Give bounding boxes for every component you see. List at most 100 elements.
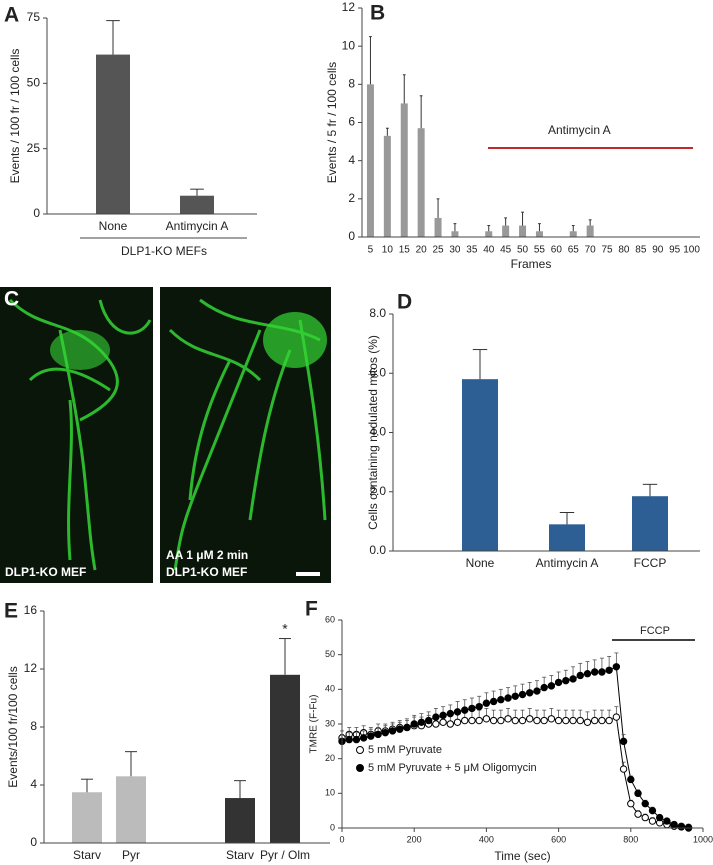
x-tick-label: 20 — [416, 245, 428, 256]
y-axis-label: Events / 100 fr / 100 cells — [8, 49, 22, 184]
y-axis-label: Events / 5 fr / 100 cells — [325, 62, 339, 183]
panel-letter: E — [4, 600, 18, 623]
y-tick-label: 0 — [33, 206, 40, 220]
bar — [270, 674, 300, 843]
annotation: * — [282, 620, 288, 636]
marker — [598, 716, 606, 725]
marker — [554, 678, 563, 687]
x-tick-label: 30 — [449, 245, 461, 256]
marker — [345, 735, 353, 744]
y-tick-label: 0 — [30, 835, 37, 849]
image-label: AA 1 μM 2 min — [166, 548, 248, 562]
marker — [619, 737, 628, 746]
marker — [518, 690, 527, 699]
marker — [634, 810, 642, 818]
y-tick-label: 8 — [30, 719, 37, 733]
x-tick-label: 100 — [683, 245, 700, 256]
y-tick-label: 10 — [342, 38, 356, 52]
marker — [648, 806, 657, 815]
marker — [677, 823, 686, 831]
y-axis-label: TMRE (F-Fu) — [309, 695, 320, 754]
x-tick-label: 55 — [534, 245, 546, 256]
bar — [417, 128, 425, 237]
x-tick-label: 15 — [399, 245, 411, 256]
x-tick-label: Starv — [73, 848, 101, 862]
group-label: DLP1-KO MEFs — [121, 244, 207, 258]
marker — [446, 720, 454, 728]
marker — [482, 699, 491, 707]
marker — [547, 715, 556, 723]
marker — [446, 709, 454, 718]
x-tick-label: Antimycin A — [166, 219, 229, 233]
bar — [462, 379, 498, 551]
marker — [533, 687, 541, 695]
marker — [583, 718, 592, 726]
y-tick-label: 2.0 — [369, 484, 386, 498]
marker — [432, 720, 440, 728]
marker — [526, 715, 534, 723]
marker — [504, 715, 512, 723]
marker — [526, 689, 534, 697]
marker — [511, 716, 519, 725]
bar — [400, 103, 408, 238]
x-tick-label: 70 — [585, 245, 597, 256]
y-tick-label: 2 — [348, 191, 355, 205]
marker — [388, 727, 397, 735]
marker — [374, 730, 382, 739]
y-tick-label: 6 — [348, 115, 355, 129]
y-tick-label: 8.0 — [369, 306, 386, 320]
image-label: DLP1-KO MEF — [5, 565, 86, 579]
x-tick-label: 25 — [432, 245, 444, 256]
panel-letter: C — [4, 288, 19, 311]
bar — [180, 195, 214, 214]
y-tick-label: 60 — [325, 614, 335, 624]
bar — [434, 217, 442, 237]
marker — [439, 711, 447, 720]
x-tick-label: 600 — [551, 834, 566, 844]
marker — [576, 716, 584, 725]
marker — [540, 683, 548, 692]
bar — [586, 225, 594, 237]
x-tick-label: Starv — [226, 848, 254, 862]
marker — [576, 671, 584, 680]
y-axis-label: Events/100 fr/100 cells — [6, 666, 20, 787]
annotation: FCCP — [640, 625, 670, 637]
marker — [475, 702, 483, 711]
legend-label: 5 mM Pyruvate + 5 μM Oligomycin — [368, 762, 537, 774]
marker — [562, 676, 570, 685]
marker — [489, 697, 498, 706]
marker — [627, 800, 635, 808]
x-tick-label: 400 — [479, 834, 494, 844]
x-tick-label: 90 — [652, 245, 664, 256]
marker — [461, 706, 469, 714]
bar — [225, 798, 255, 843]
x-axis-label: Time (sec) — [494, 849, 550, 863]
x-tick-label: 10 — [382, 245, 394, 256]
x-tick-label: 0 — [339, 834, 344, 844]
bar — [116, 776, 146, 843]
x-tick-label: 800 — [623, 834, 638, 844]
marker — [461, 716, 469, 725]
bar — [502, 225, 510, 237]
marker — [359, 734, 368, 742]
x-tick-label: FCCP — [634, 556, 667, 570]
bar — [366, 84, 374, 237]
legend-marker — [356, 764, 364, 772]
x-axis-label: Frames — [511, 257, 552, 271]
marker — [489, 716, 498, 725]
y-tick-label: 50 — [27, 76, 41, 90]
y-tick-label: 0 — [348, 229, 355, 243]
marker — [619, 765, 628, 773]
marker — [583, 670, 592, 678]
y-tick-label: 20 — [325, 753, 335, 763]
y-tick-label: 8 — [348, 77, 355, 91]
marker — [605, 716, 613, 725]
marker — [410, 720, 418, 728]
x-tick-label: 1000 — [693, 834, 713, 844]
y-tick-label: 50 — [325, 649, 335, 659]
bar — [96, 54, 130, 214]
image-label: DLP1-KO MEF — [166, 565, 247, 579]
marker — [591, 668, 599, 676]
x-tick-label: 35 — [466, 245, 478, 256]
